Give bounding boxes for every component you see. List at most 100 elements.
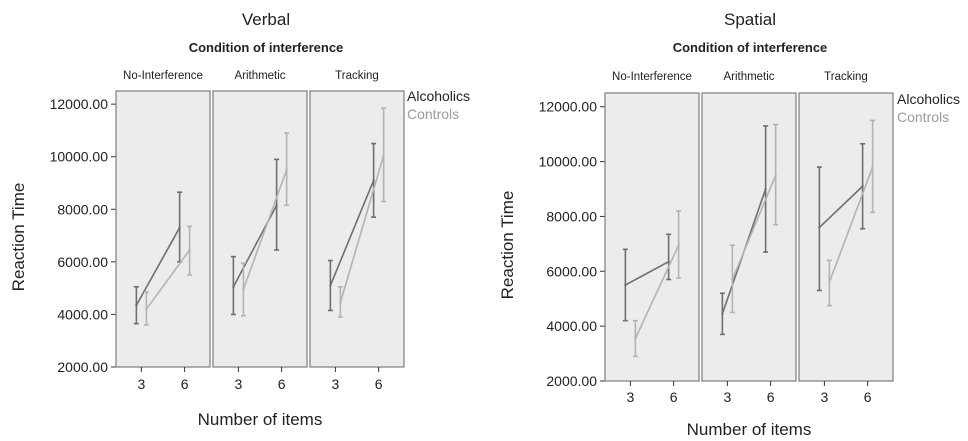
mean-point [774, 174, 777, 177]
mean-point [764, 187, 767, 191]
series-line [339, 155, 385, 303]
y-tick-label: 2000.00 [57, 359, 108, 375]
series-line [625, 260, 669, 286]
y-tick-label: 10000.00 [539, 154, 598, 170]
panel-arithmetic: Arithmetic 3 6 [212, 70, 308, 392]
error-bar [143, 291, 149, 326]
mean-point [634, 337, 637, 340]
error-bar [763, 125, 769, 253]
facet-label: Arithmetic [723, 71, 774, 83]
y-axis-label: Reaction Time [9, 183, 28, 292]
series-line [828, 166, 874, 283]
mean-point [329, 284, 332, 287]
series-alcoholics [816, 142, 866, 292]
x-tick-label: 6 [278, 376, 286, 392]
mean-point [188, 248, 191, 252]
series-controls [240, 132, 290, 317]
series-line [818, 185, 864, 228]
error-bar [870, 119, 876, 214]
series-controls [143, 225, 193, 326]
panel-no-interference: No-Interference 3 6 [604, 71, 700, 405]
error-bar [133, 286, 139, 325]
facet-title: Condition of interference [189, 40, 344, 55]
mean-point [624, 283, 627, 287]
error-bar [632, 319, 638, 358]
y-tick-label: 12000.00 [50, 96, 109, 112]
panel-background [115, 90, 211, 368]
error-bar [676, 210, 682, 279]
panel-background [798, 92, 894, 382]
panel-no-interference: No-Interference 3 6 [115, 70, 211, 392]
series-line [242, 169, 288, 290]
facet-label: Arithmetic [234, 70, 285, 82]
error-bar [274, 158, 280, 251]
y-tick-label: 8000.00 [57, 201, 108, 217]
mean-point [677, 244, 680, 247]
series-alcoholics [230, 158, 280, 316]
error-bar [666, 233, 672, 281]
chart-spatial: Spatial Condition of interference Reaction… [498, 10, 960, 439]
chart-title: Spatial [724, 10, 776, 29]
error-bar [719, 292, 725, 336]
mean-point [145, 307, 148, 311]
mean-point [135, 304, 138, 307]
error-bar [337, 286, 343, 318]
y-tick-label: 8000.00 [546, 208, 597, 224]
series-line [135, 227, 181, 306]
error-bar [371, 142, 377, 218]
y-tick-label: 6000.00 [57, 254, 108, 270]
mean-point [275, 204, 278, 207]
panel-tracking: Tracking 3 6 [798, 71, 894, 405]
error-bar [381, 107, 387, 203]
series-line [731, 174, 777, 280]
error-bar [860, 142, 866, 230]
panel-background [604, 92, 700, 382]
facet-label: Tracking [335, 70, 379, 82]
series-line [634, 244, 680, 339]
error-bar [826, 259, 832, 307]
series-line [145, 249, 191, 310]
facet-title: Condition of interference [673, 40, 828, 55]
mean-point [285, 168, 288, 172]
x-axis-label: Number of items [198, 410, 323, 429]
mean-point [818, 226, 821, 229]
panel-arithmetic: Arithmetic 3 6 [701, 71, 797, 405]
x-tick-label: 6 [670, 389, 678, 405]
mean-point [372, 179, 375, 182]
mean-point [731, 278, 734, 281]
panel-background [212, 90, 308, 368]
y-axis-label: Reaction Time [498, 191, 517, 300]
y-tick-label: 6000.00 [546, 263, 597, 279]
error-bar [240, 262, 246, 317]
x-tick-label: 6 [181, 376, 189, 392]
facet-label: No-Interference [612, 71, 692, 83]
panel-background [309, 90, 405, 368]
mean-point [339, 301, 342, 304]
error-bar [187, 225, 193, 276]
error-bar [622, 248, 628, 322]
error-bar [327, 259, 333, 312]
error-bar [284, 132, 290, 207]
y-tick-label: 2000.00 [546, 373, 597, 389]
error-bar [816, 166, 822, 292]
chart-title: Verbal [242, 10, 290, 29]
legend-alcoholics: Alcoholics [897, 91, 960, 107]
x-tick-label: 3 [234, 376, 242, 392]
panel-tracking: Tracking 3 6 [309, 70, 405, 392]
legend-controls: Controls [897, 109, 949, 125]
x-tick-label: 3 [820, 389, 828, 405]
x-tick-label: 6 [864, 389, 872, 405]
mean-point [382, 154, 385, 157]
series-controls [632, 210, 682, 358]
series-alcoholics [327, 142, 377, 312]
chart-verbal: Verbal Condition of interference Reaction … [9, 10, 470, 429]
mean-point [232, 285, 235, 289]
y-tick-label: 4000.00 [546, 318, 597, 334]
error-bar [729, 244, 735, 314]
series-controls [729, 123, 779, 314]
series-controls [826, 119, 876, 307]
y-tick-label: 12000.00 [539, 99, 598, 115]
facet-label: Tracking [824, 71, 868, 83]
mean-point [861, 185, 864, 188]
mean-point [871, 165, 874, 169]
